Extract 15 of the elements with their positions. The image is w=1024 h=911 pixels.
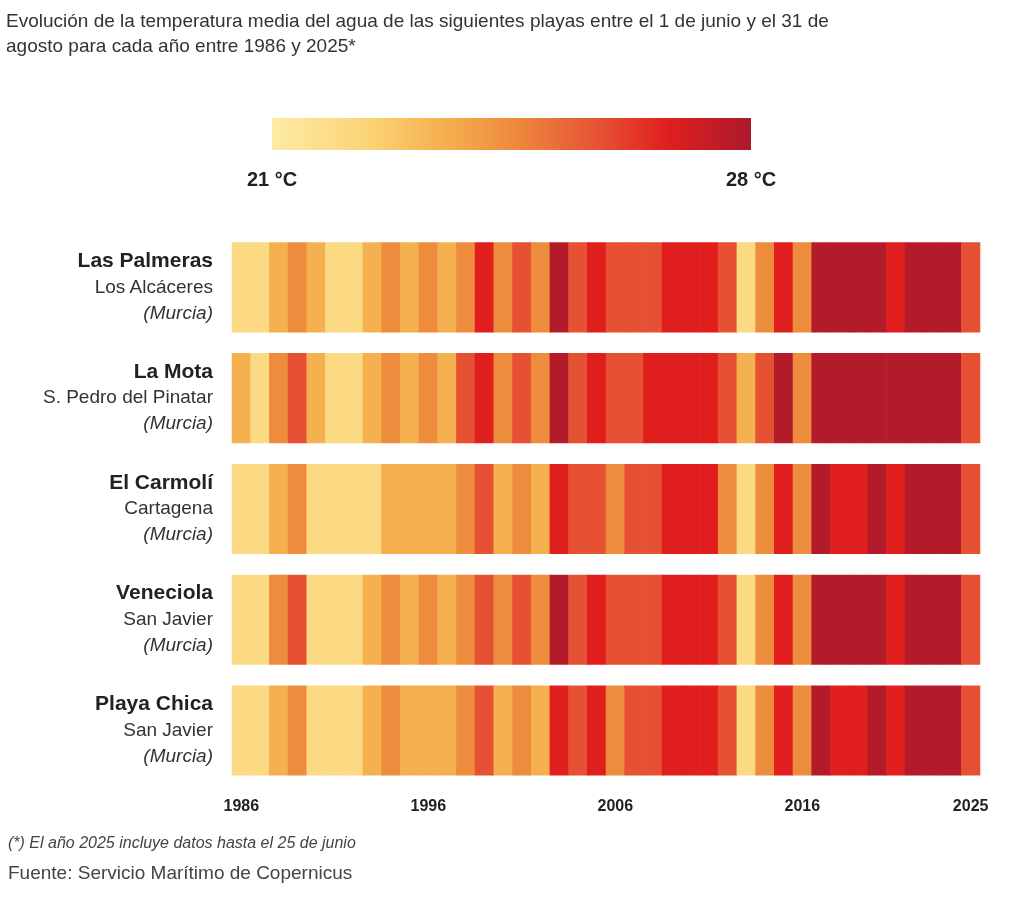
x-tick-label: 2016 [784,796,821,814]
y-tick-label: Veneciola San Javier (Murcia) [116,580,214,655]
y-tick-label: El Carmolí Cartagena (Murcia) [109,469,215,545]
y-tick-label: Las Palmeras Los Alcáceres (Murcia) [77,248,213,323]
x-tick-label: 2025 [952,796,989,814]
chart-title: Evolución de la temperatura media del agua de las siguientes playas entre el 1 de junio y el 31 de agosto para cada año entre 1986 y 2025* [6,9,830,58]
color-bar-label: 28 °C [725,167,777,190]
y-tick-label: La Mota S. Pedro del Pinatar (Murcia) [42,358,214,434]
x-tick-label: 1986 [223,796,260,814]
y-tick-label: Playa Chica San Javier (Murcia) [95,691,214,766]
x-tick-label: 2006 [597,796,634,814]
source-note: Fuente: Servicio Marítimo de Copernicus [8,862,353,884]
color-bar-label: 21 °C [246,167,298,190]
text: (*) El año 2025 incluye datos hasta el 25 de junio [8,834,356,852]
x-tick-label: 1996 [410,796,447,814]
